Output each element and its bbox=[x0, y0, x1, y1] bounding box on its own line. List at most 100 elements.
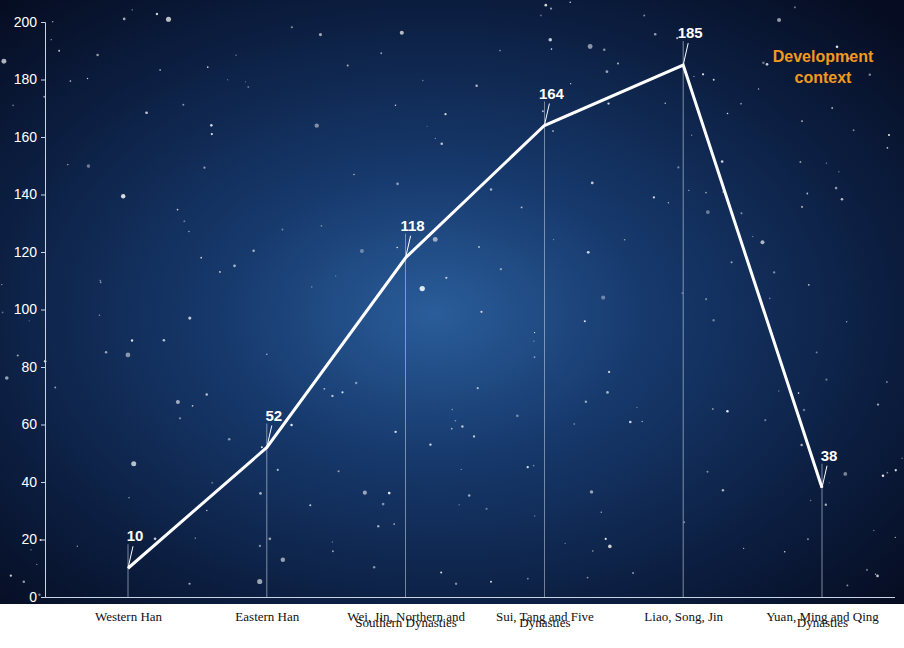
star bbox=[247, 86, 249, 88]
star bbox=[601, 296, 605, 300]
y-tick-mark bbox=[41, 252, 45, 253]
star bbox=[207, 66, 209, 68]
star bbox=[624, 239, 626, 241]
star bbox=[740, 103, 742, 105]
star bbox=[363, 491, 367, 495]
y-tick-mark bbox=[41, 597, 45, 598]
star bbox=[163, 339, 166, 342]
star bbox=[570, 83, 571, 84]
star bbox=[876, 575, 879, 578]
star bbox=[705, 298, 707, 300]
star bbox=[603, 49, 606, 52]
star bbox=[713, 79, 715, 81]
x-tick-label: Yuan, Ming and QingDynasties bbox=[766, 609, 879, 630]
star bbox=[853, 129, 855, 131]
star bbox=[877, 403, 879, 405]
star bbox=[440, 142, 443, 145]
star bbox=[608, 545, 612, 549]
y-tick-mark bbox=[41, 195, 45, 196]
star bbox=[373, 566, 375, 568]
star bbox=[156, 13, 158, 15]
y-tick-label: 0 bbox=[29, 589, 37, 605]
y-tick-label: 160 bbox=[14, 129, 38, 145]
star bbox=[179, 417, 181, 419]
star bbox=[873, 530, 875, 532]
star bbox=[688, 190, 689, 191]
star bbox=[762, 62, 765, 65]
star bbox=[565, 543, 566, 544]
annotation: Development context bbox=[773, 48, 874, 86]
star bbox=[355, 382, 357, 384]
y-tick: 20 bbox=[21, 531, 45, 547]
star bbox=[145, 111, 148, 114]
star bbox=[396, 183, 399, 186]
star bbox=[816, 351, 818, 353]
y-tick-mark bbox=[41, 137, 45, 138]
y-tick-label: 120 bbox=[14, 244, 38, 260]
star bbox=[477, 387, 479, 389]
star bbox=[176, 400, 180, 404]
x-axis-line bbox=[45, 597, 895, 598]
star bbox=[17, 354, 19, 356]
star bbox=[590, 490, 593, 493]
star bbox=[499, 50, 501, 52]
star bbox=[126, 353, 131, 358]
y-tick-mark bbox=[41, 540, 45, 541]
star bbox=[188, 583, 190, 585]
y-tick-label: 80 bbox=[21, 359, 37, 375]
star bbox=[527, 466, 529, 468]
star bbox=[521, 206, 523, 208]
star bbox=[668, 202, 670, 204]
star bbox=[588, 44, 593, 49]
star bbox=[12, 104, 14, 106]
star bbox=[188, 231, 190, 233]
y-tick-label: 200 bbox=[14, 14, 38, 30]
star bbox=[654, 33, 657, 36]
y-tick-label: 20 bbox=[21, 531, 37, 547]
data-label: 38 bbox=[821, 447, 838, 464]
star bbox=[159, 69, 161, 71]
star bbox=[831, 107, 833, 109]
star bbox=[743, 548, 744, 549]
star bbox=[30, 549, 32, 551]
star bbox=[353, 174, 355, 176]
star bbox=[440, 572, 442, 574]
star bbox=[573, 423, 575, 425]
y-tick-mark bbox=[41, 80, 45, 81]
star bbox=[901, 457, 902, 458]
star bbox=[592, 550, 593, 551]
star bbox=[553, 239, 554, 240]
annotation-line: context bbox=[795, 69, 853, 86]
y-tick-label: 100 bbox=[14, 301, 38, 317]
star bbox=[154, 537, 157, 540]
star bbox=[606, 70, 609, 73]
star bbox=[311, 286, 312, 287]
star bbox=[607, 102, 609, 104]
star bbox=[380, 52, 382, 54]
x-tick-label-line: Southern Dynasties bbox=[355, 615, 456, 630]
star bbox=[798, 392, 800, 394]
annotation-line: Development bbox=[773, 48, 874, 65]
star bbox=[338, 470, 340, 472]
star bbox=[58, 50, 60, 52]
star bbox=[2, 312, 4, 314]
star bbox=[653, 196, 655, 198]
y-tick-label: 40 bbox=[21, 474, 37, 490]
y-tick-mark bbox=[41, 22, 45, 23]
star bbox=[1, 284, 2, 285]
star bbox=[761, 240, 765, 244]
star bbox=[461, 469, 462, 470]
star bbox=[468, 494, 470, 496]
star bbox=[569, 1, 571, 3]
star bbox=[777, 18, 781, 22]
star bbox=[846, 321, 847, 322]
x-tick-label-line: Liao, Song, Jin bbox=[644, 609, 723, 624]
star bbox=[712, 319, 715, 322]
star bbox=[712, 408, 714, 410]
star bbox=[99, 314, 100, 315]
star bbox=[740, 212, 742, 214]
label-leader bbox=[128, 546, 133, 568]
star bbox=[794, 6, 796, 8]
star bbox=[480, 311, 482, 313]
star bbox=[235, 54, 236, 55]
